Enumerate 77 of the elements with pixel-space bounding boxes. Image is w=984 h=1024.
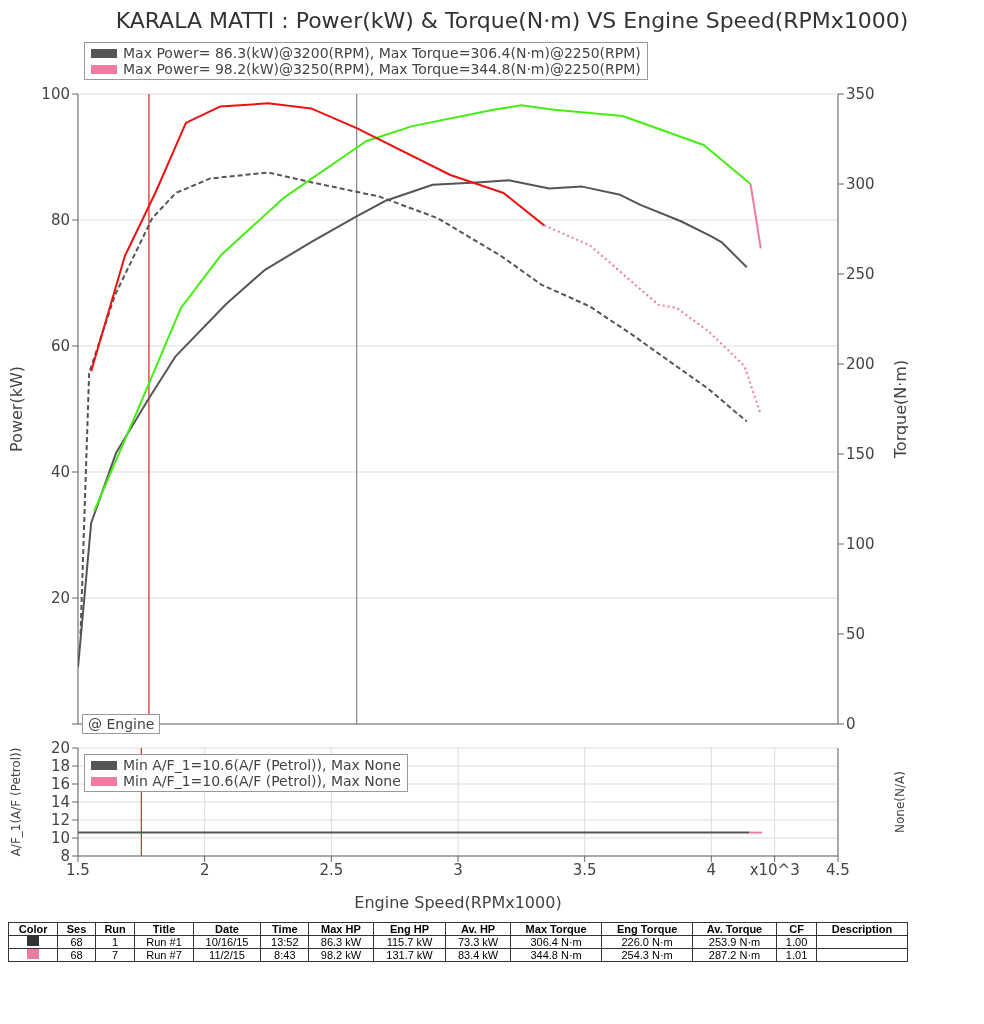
line-series	[93, 104, 752, 513]
y-tick-label: 60	[50, 337, 70, 356]
text: 344.8 N·m	[530, 949, 582, 961]
text: Run #1	[146, 936, 182, 948]
text: 83.4 kW	[457, 949, 499, 961]
y2-tick-label: 0	[846, 715, 856, 734]
category-label: Color	[8, 922, 58, 936]
x-tick-label: x10^3	[749, 860, 800, 879]
category-label: Max Torque	[510, 922, 602, 936]
y-tick-label: 14	[50, 793, 70, 812]
category-label: CF	[776, 922, 817, 936]
x-tick-label: 4.5	[826, 860, 850, 879]
text: 115.7 kW	[386, 936, 433, 948]
x-tick-label: 3	[453, 860, 463, 879]
category-label: Av. Torque	[692, 922, 777, 936]
y-tick-label: 80	[50, 211, 70, 230]
text: 13:52	[271, 936, 299, 948]
legend-label: Max Power= 86.3(kW)@3200(RPM), Max Torque=306.4(N·m)@2250(RPM)	[123, 45, 641, 61]
y-tick-label: 12	[50, 811, 70, 830]
x-tick-label: 4	[706, 860, 717, 879]
y-tick-label: 16	[50, 775, 70, 794]
category-label: Max HP	[308, 922, 374, 936]
y2-tick-label: 350	[846, 85, 875, 104]
y2-tick-label: 250	[846, 265, 875, 284]
y2-tick-label: 300	[846, 175, 875, 194]
y-tick-label: 10	[50, 829, 70, 848]
x-axis-title: Engine Speed(RPMx1000)	[354, 893, 562, 912]
text: 1	[112, 936, 119, 948]
line-series	[90, 102, 546, 373]
category-label: Description	[816, 922, 908, 936]
text: 1.00	[785, 936, 808, 948]
category-label: Title	[134, 922, 194, 936]
category-label: Time	[260, 922, 309, 936]
y-tick-label: 20	[50, 589, 70, 608]
category-label: Date	[193, 922, 261, 936]
category-label: Eng HP	[373, 922, 446, 936]
text: 98.2 kW	[320, 949, 362, 961]
legend-label: Min A/F_1=10.6(A/F (Petrol)), Max None	[123, 773, 401, 789]
y2-tick-label: 200	[846, 355, 875, 374]
text: 1.01	[785, 949, 808, 961]
y-tick-label: 40	[50, 463, 70, 482]
y2-tick-label: 100	[846, 535, 875, 554]
text: 226.0 N·m	[621, 936, 673, 948]
text: 10/16/15	[205, 936, 249, 948]
legend-label: Min A/F_1=10.6(A/F (Petrol)), Max None	[123, 757, 401, 773]
y-tick-label: 20	[50, 739, 70, 758]
x-tick-label: 2.5	[319, 860, 344, 879]
y2-axis-title: None(N/A)	[893, 771, 908, 833]
text: 287.2 N·m	[708, 949, 761, 961]
text: 254.3 N·m	[621, 949, 673, 961]
y2-tick-label: 150	[846, 445, 875, 464]
y-axis-title: A/F_1(A/F (Petrol))	[9, 747, 24, 857]
x-tick-label: 3.5	[572, 860, 597, 879]
annotation: @ Engine	[82, 714, 161, 734]
chart-title: KARALA MATTI : Power(kW) & Torque(N·m) VS Engine Speed(RPMx1000)	[114, 8, 910, 35]
text: 73.3 kW	[457, 936, 499, 948]
text: 86.3 kW	[320, 936, 362, 948]
y-tick-label: 18	[50, 757, 70, 776]
y-axis-title: Power(kW)	[6, 366, 26, 452]
text: 7	[112, 949, 119, 961]
text: 306.4 N·m	[530, 936, 582, 948]
text: 11/2/15	[209, 949, 245, 961]
y-tick-label: 100	[41, 85, 70, 104]
category-label: Ses	[57, 922, 96, 936]
text: 68	[70, 949, 83, 961]
category-label: Av. HP	[445, 922, 511, 936]
category-label: Run	[95, 922, 135, 936]
text: 253.9 N·m	[708, 936, 761, 948]
x-tick-label: 2	[199, 860, 210, 879]
text: 8:43	[274, 949, 296, 961]
text: 68	[70, 936, 83, 948]
text: Run #7	[146, 949, 182, 961]
x-tick-label: 1.5	[66, 860, 90, 879]
legend-label: Max Power= 98.2(kW)@3250(RPM), Max Torque=344.8(N·m)@2250(RPM)	[123, 61, 641, 77]
category-label: Eng Torque	[601, 922, 693, 936]
y2-tick-label: 50	[846, 625, 866, 644]
text: 131.7 kW	[386, 949, 433, 961]
